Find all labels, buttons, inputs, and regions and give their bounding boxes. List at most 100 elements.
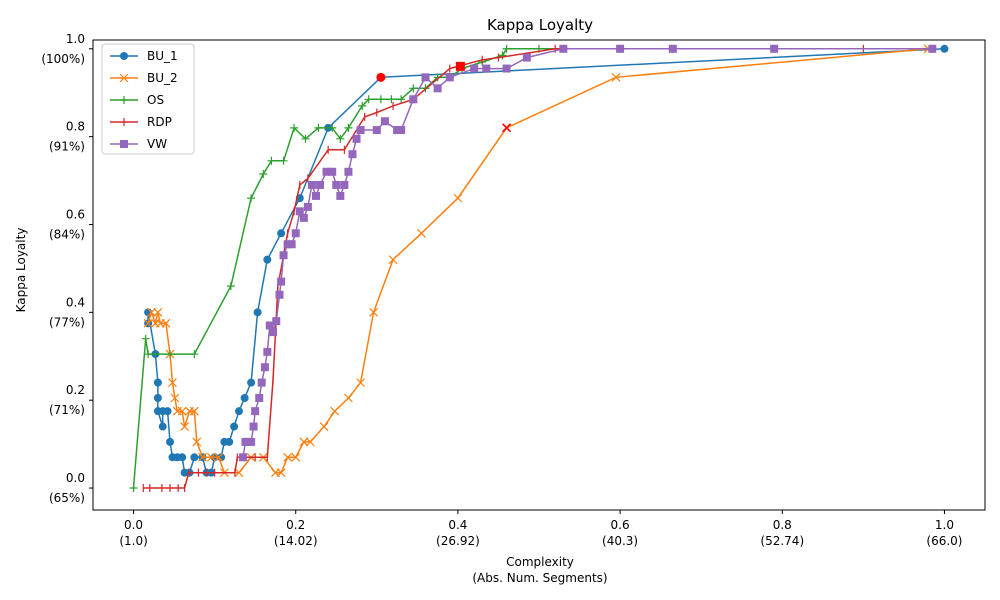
y-tick-label: 0.2 [66,383,85,397]
highlight-point-bu-1 [376,72,386,82]
data-point [358,101,367,110]
x-tick-sublabel: (66.0) [926,534,962,548]
data-point [146,307,156,317]
data-point [177,406,187,416]
data-point [153,378,162,387]
data-point [120,140,128,148]
data-point [192,437,202,447]
x-axis-sublabel: (Abs. Num. Segments) [472,571,607,585]
data-point [416,228,426,238]
legend-label: RDP [147,115,172,129]
data-point [397,95,406,104]
legend-label: BU_2 [147,71,178,85]
data-point [247,378,256,387]
highlight-point-bu-2 [501,123,512,133]
data-point [770,44,779,53]
legend-entry: BU_1 [110,49,178,63]
data-point [166,437,175,446]
data-point [356,126,365,135]
legend-label: VW [147,137,167,151]
data-point [388,255,398,265]
data-point [119,73,129,83]
data-point [344,123,353,132]
data-point [344,393,353,403]
data-point [616,44,625,53]
series-line [147,48,945,474]
data-point [265,321,274,330]
data-point [141,334,150,343]
data-point [299,437,309,447]
data-point [198,452,207,462]
y-tick-label: 0.8 [66,120,85,134]
series-rdp [142,44,864,493]
data-point [502,44,511,53]
data-point [144,350,153,359]
legend-box [101,43,195,155]
highlight-point-rdp [455,61,465,71]
data-point [247,194,256,203]
data-point [387,95,396,104]
data-point [291,229,300,238]
x-axis-label: Complexity [506,555,574,569]
x-tick-label: 0.2 [286,518,305,532]
x-tick-sublabel: (1.0) [119,534,147,548]
data-point [287,240,296,249]
data-point [380,117,389,126]
data-point [336,134,345,143]
x-tick-label: 0.4 [448,518,467,532]
y-tick-label: 0.0 [66,471,85,485]
data-point [257,378,266,387]
y-axis-label: Kappa Loyalty [14,228,28,313]
data-point [314,123,323,132]
data-point [369,307,378,317]
data-point [322,167,331,176]
x-tick-sublabel: (52.74) [760,534,804,548]
x-tick-sublabel: (14.02) [274,534,318,548]
data-point [263,347,272,356]
data-point [283,240,292,249]
data-point [336,191,345,200]
data-point [312,191,320,200]
data-point [482,64,491,73]
series-os [129,44,779,493]
data-point [214,452,224,462]
y-tick-sublabel: (100%) [41,52,85,66]
data-point [170,393,180,403]
data-point [276,468,286,478]
data-point [559,44,568,53]
data-point [190,453,199,462]
data-point [143,318,153,328]
data-point [279,156,288,165]
data-point [348,150,357,159]
data-point [153,393,162,402]
data-point [168,378,177,388]
data-point [277,229,286,238]
data-point [305,437,315,447]
data-point [332,180,341,189]
x-axis: 0.0 (1.0) 0.2 (14.02) 0.4 (26.92) 0.6 (40.3) 0.8… [119,510,963,548]
data-point [307,180,316,189]
data-point [668,44,677,53]
data-point [226,281,235,290]
data-point [234,468,244,478]
data-point [291,452,301,462]
x-tick-label: 0.8 [773,518,792,532]
data-point [344,167,353,176]
y-tick-label: 0.6 [66,207,85,221]
highlight-layer [376,61,512,133]
data-point [393,126,402,135]
x-tick-label: 0.6 [611,518,630,532]
plot-area [92,39,986,511]
x-tick-sublabel: (40.3) [602,534,638,548]
data-point [319,422,329,431]
data-point [303,202,312,211]
data-point [272,317,281,326]
data-point [409,95,418,104]
data-point [158,422,167,431]
x-tick-sublabel: (26.92) [436,534,480,548]
data-point [928,44,937,53]
data-point [190,350,199,359]
data-point [301,134,310,143]
data-point [352,134,361,143]
x-tick-label: 0.0 [124,518,143,532]
